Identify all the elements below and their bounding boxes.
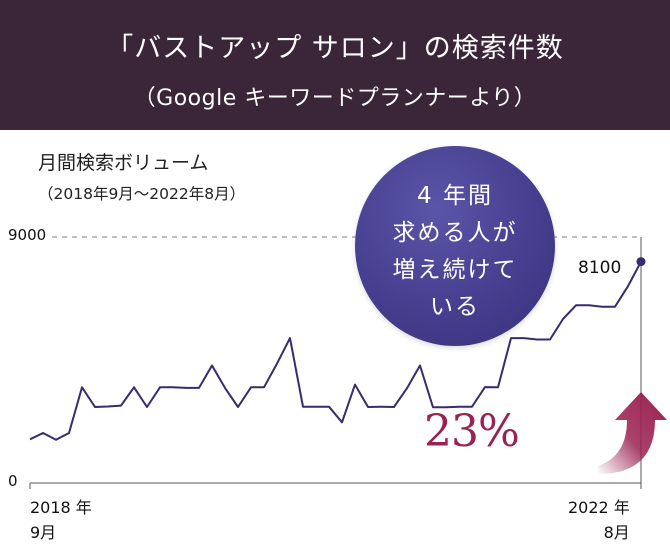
header-subtitle: （Google キーワードプランナーより） <box>133 86 537 111</box>
annotation-line-3: 増え続けて <box>392 257 518 283</box>
growth-label: 23% <box>424 406 520 457</box>
annotation-bubble: 4 年間 求める人が 増え続けて いる <box>355 146 555 346</box>
x-start-month: 9月 <box>30 523 57 542</box>
header-banner: 「バストアップ サロン」の検索件数 （Google キーワードプランナーより） <box>0 0 670 130</box>
series-line <box>29 261 642 441</box>
x-end-month: 8月 <box>603 523 630 542</box>
chart-title: 月間検索ボリューム <box>38 152 209 174</box>
x-start-year: 2018 年 <box>30 498 92 517</box>
annotation-line-2: 求める人が <box>392 220 518 246</box>
growth-arrow <box>598 392 667 474</box>
y-tick-zero: 0 <box>8 472 18 490</box>
chart-subtitle: （2018年9月〜2022年8月） <box>38 185 246 203</box>
x-start-label: 2018 年 9月 <box>30 495 92 545</box>
end-point-marker <box>636 257 646 267</box>
chart-panel <box>0 130 670 560</box>
end-value-label: 8100 <box>578 258 622 278</box>
x-end-year: 2022 年 <box>568 498 630 517</box>
x-end-label: 2022 年 8月 <box>568 495 630 545</box>
annotation-line-4: いる <box>430 294 480 320</box>
annotation-line-1: 4 年間 <box>417 183 493 209</box>
header-title: 「バストアップ サロン」の検索件数 <box>106 33 564 64</box>
y-tick-top: 9000 <box>8 226 47 244</box>
